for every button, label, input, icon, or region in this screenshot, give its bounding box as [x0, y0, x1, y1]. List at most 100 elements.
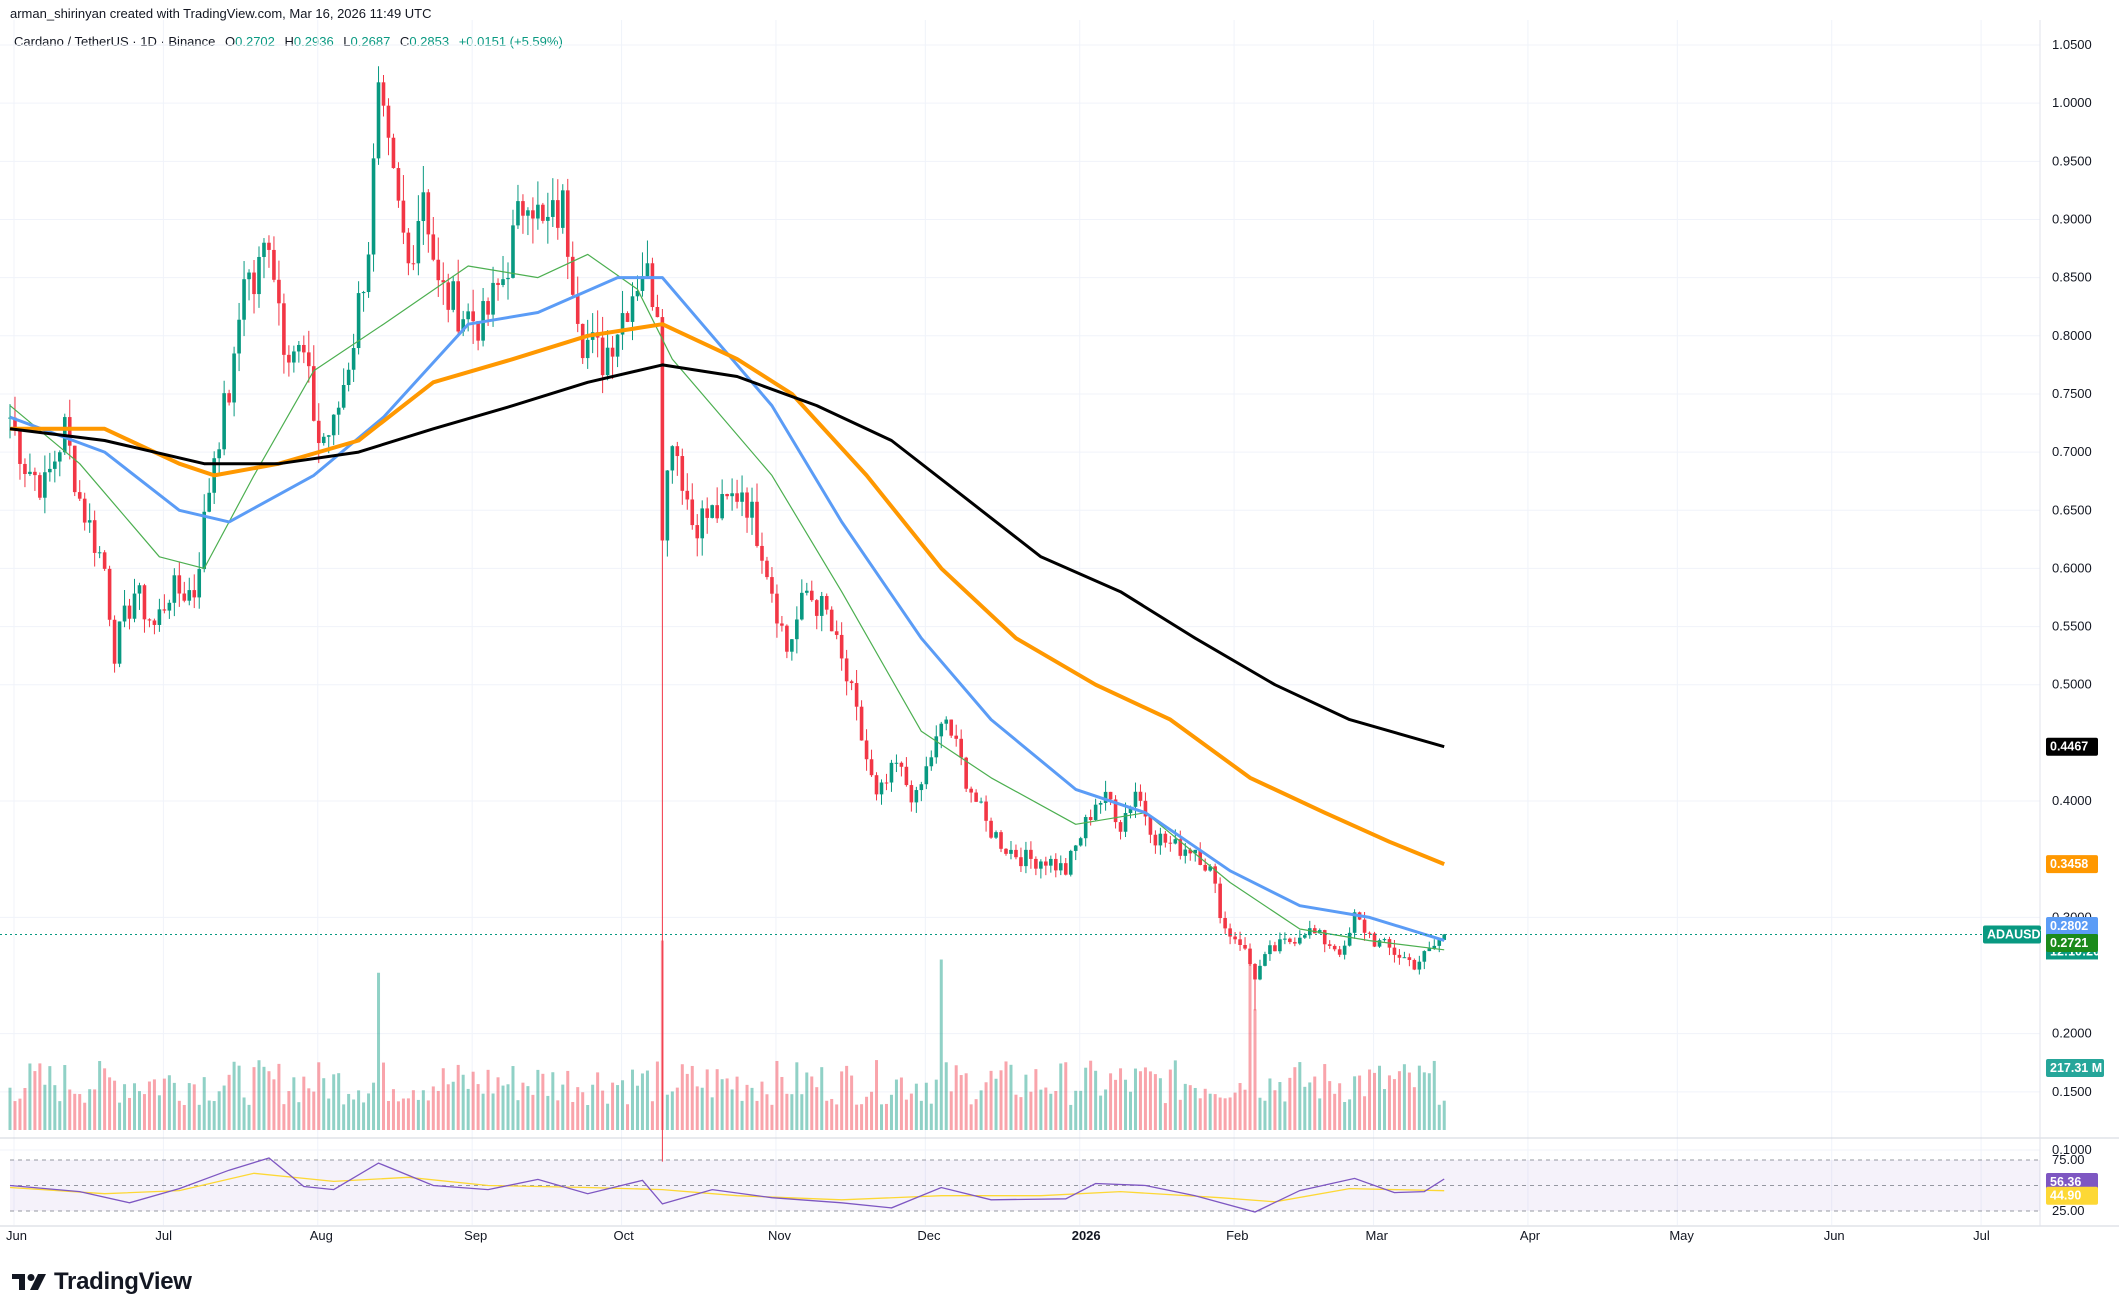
- candle-body: [461, 319, 465, 332]
- candle-body: [13, 417, 17, 431]
- symbol-badge-bg: [1983, 925, 2041, 944]
- candle-body: [346, 369, 351, 385]
- candle-body: [58, 452, 62, 462]
- candle-body: [436, 259, 441, 281]
- candle-body: [336, 407, 341, 415]
- candle-body: [989, 820, 993, 838]
- volume-bar: [451, 1081, 455, 1130]
- candle-body: [97, 552, 102, 554]
- candle-body: [939, 723, 944, 737]
- brand-name: TradingView: [54, 1268, 192, 1295]
- candle-body: [1248, 948, 1252, 965]
- volume-bar: [994, 1078, 998, 1130]
- volume-bar: [1213, 1094, 1217, 1130]
- volume-bar: [476, 1084, 480, 1130]
- volume-bar: [1059, 1063, 1063, 1130]
- volume-bar: [1099, 1095, 1103, 1130]
- volume-bar: [645, 1070, 649, 1130]
- y-tick-label: 0.4000: [2052, 793, 2092, 808]
- volume-bar: [202, 1077, 206, 1130]
- volume-bar: [631, 1069, 634, 1130]
- volume-bar: [1283, 1101, 1287, 1130]
- candle-body: [864, 740, 869, 760]
- candle-body: [1108, 791, 1113, 800]
- volume-bar: [58, 1101, 62, 1130]
- candle-body: [401, 200, 406, 233]
- volume-bar: [436, 1090, 440, 1130]
- volume-bar: [1119, 1068, 1123, 1130]
- candle-body: [102, 552, 107, 569]
- candle-body: [1258, 965, 1262, 980]
- candle-body: [1293, 942, 1297, 944]
- rsi-line: [9, 1157, 1445, 1213]
- y-tick-label: 0.9000: [2052, 211, 2092, 226]
- candle-body: [446, 282, 451, 310]
- volume-bar: [760, 1081, 764, 1130]
- candle-body: [570, 256, 575, 295]
- volume-bar: [934, 1079, 938, 1130]
- y-tick-label: 0.7500: [2052, 386, 2092, 401]
- candle-body: [416, 221, 421, 264]
- volume-bar: [282, 1104, 286, 1130]
- volume-bar: [1363, 1096, 1367, 1130]
- volume-bar: [1233, 1092, 1237, 1130]
- volume-bar: [1243, 1089, 1247, 1130]
- candle-body: [556, 200, 560, 228]
- volume-bar: [720, 1079, 724, 1130]
- volume-bar: [337, 1073, 341, 1130]
- volume-bar: [277, 1063, 281, 1130]
- volume-bar: [83, 1102, 87, 1130]
- volume-bar: [750, 1087, 754, 1130]
- volume-bar: [1044, 1087, 1048, 1130]
- candle-body: [1143, 800, 1148, 817]
- volume-bar: [596, 1072, 600, 1130]
- candle-body: [1278, 939, 1282, 952]
- candle-body: [735, 493, 739, 502]
- candle-body: [1019, 857, 1023, 867]
- volume-bar: [1054, 1090, 1058, 1130]
- candle-body: [1168, 842, 1173, 844]
- candle-body: [1148, 816, 1153, 835]
- volume-bar: [1338, 1083, 1342, 1130]
- volume-bar: [860, 1104, 864, 1130]
- candle-body: [1417, 961, 1422, 970]
- volume-bar: [287, 1091, 291, 1130]
- candle-body: [107, 568, 112, 620]
- candle-body: [844, 658, 849, 682]
- candle-body: [287, 354, 291, 363]
- candle-body: [222, 393, 226, 450]
- candle-body: [157, 609, 162, 625]
- volume-bar: [302, 1076, 306, 1130]
- candle-body: [1377, 940, 1382, 947]
- candle-body: [705, 508, 709, 518]
- volume-badge: 217.31 M: [2050, 1061, 2102, 1075]
- volume-bar: [1163, 1103, 1167, 1130]
- candle-body: [242, 279, 246, 320]
- candle-body: [959, 738, 963, 758]
- candle-body: [386, 105, 391, 138]
- candle-body: [341, 384, 346, 408]
- volume-bar: [222, 1085, 226, 1130]
- candle-body: [800, 592, 804, 620]
- volume-bar: [855, 1104, 859, 1130]
- volume-bar: [740, 1100, 744, 1130]
- volume-bar: [327, 1098, 331, 1130]
- candle-body: [874, 775, 879, 795]
- volume-bar: [616, 1085, 620, 1130]
- volume-bar: [1253, 1009, 1257, 1130]
- candle-body: [331, 414, 336, 436]
- candle-body: [1442, 934, 1447, 940]
- candle-body: [321, 436, 326, 444]
- volume-bar: [875, 1060, 879, 1130]
- candle-body: [237, 319, 241, 354]
- candle-body: [919, 784, 924, 791]
- volume-bar: [850, 1075, 854, 1130]
- candle-body: [182, 593, 187, 601]
- candle-body: [1049, 858, 1053, 866]
- candle-body: [1039, 861, 1043, 869]
- volume-bar: [1208, 1093, 1212, 1130]
- y-tick-label: 1.0500: [2052, 37, 2092, 52]
- candle-body: [187, 590, 192, 601]
- candle-body: [1402, 957, 1407, 959]
